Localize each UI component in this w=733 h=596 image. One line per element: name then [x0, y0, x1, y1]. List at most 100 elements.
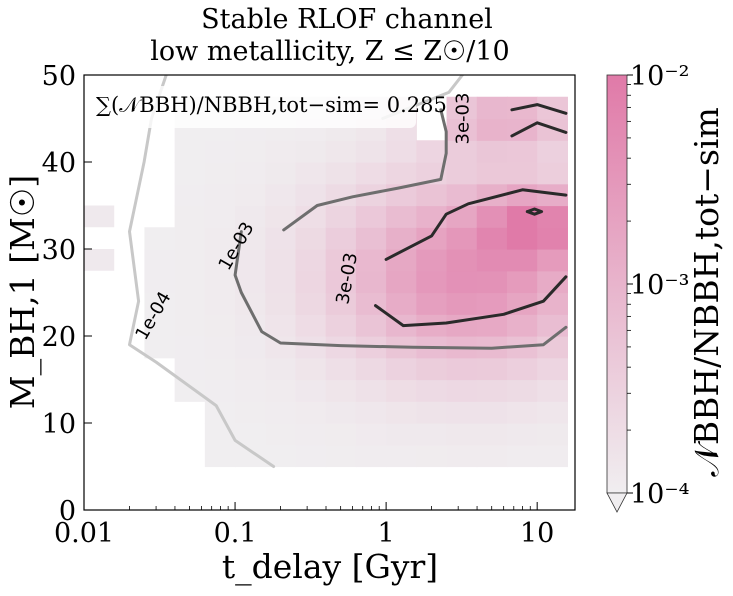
heatmap-cell [416, 401, 448, 424]
colorbar-label: 𝒩BBH/NBBH,tot−sim [687, 107, 726, 476]
heatmap-cell [235, 314, 266, 337]
heatmap-cell [476, 292, 508, 315]
heatmap-cell [355, 249, 387, 272]
heatmap-cell [476, 249, 508, 272]
heatmap-cell [235, 423, 266, 446]
heatmap-cell [295, 162, 327, 185]
heatmap-cell [446, 379, 478, 402]
heatmap-cell [235, 140, 266, 163]
heatmap-cell [235, 249, 266, 272]
heatmap-cell [355, 357, 387, 381]
heatmap-cell [174, 270, 206, 294]
heatmap-cell [537, 314, 568, 337]
contour-line [282, 108, 448, 232]
heatmap-cell [506, 379, 538, 402]
heatmap-cell [446, 444, 478, 468]
heatmap-cell [446, 401, 478, 424]
heatmap-cell [386, 444, 417, 468]
heatmap-cell [325, 249, 357, 272]
heatmap-cell [446, 292, 478, 315]
heatmap-cell [506, 140, 538, 163]
heatmap-cell [174, 314, 206, 337]
heatmap-cell [355, 140, 387, 163]
heatmap-cell [446, 270, 478, 294]
heatmap-cell [416, 292, 448, 315]
heatmap-cell [506, 249, 538, 272]
heatmap-cell [174, 205, 206, 228]
heatmap-cell [506, 162, 538, 185]
heatmap-cell [355, 270, 387, 294]
heatmap-cell [537, 444, 568, 468]
heatmap-cell [537, 118, 568, 141]
colorbar-ticks: 10⁻² 10⁻³ 10⁻⁴ [627, 61, 689, 510]
heatmap-cell [476, 118, 508, 141]
heatmap-cell [295, 205, 327, 228]
heatmap-cell [476, 444, 508, 468]
heatmap-cell [204, 140, 236, 163]
heatmap-cell [386, 357, 417, 381]
heatmap-cell [265, 140, 297, 163]
heatmap-cell [295, 292, 327, 315]
heatmap-cell [144, 270, 176, 294]
heatmap-cell [235, 401, 266, 424]
y-tick-label: 50 [42, 61, 76, 92]
x-axis-label: t_delay [Gyr] [222, 547, 438, 587]
heatmap-cell [416, 357, 448, 381]
heatmap-cell [174, 140, 206, 163]
heatmap-cell [174, 183, 206, 207]
heatmap-cell [204, 162, 236, 185]
heatmap-cell [204, 270, 236, 294]
heatmap-cell [355, 401, 387, 424]
heatmap-cell [416, 444, 448, 468]
heatmap-cell [204, 336, 236, 359]
y-tick-label: 10 [42, 409, 76, 440]
heatmap-cell [235, 227, 266, 250]
heatmap-cell [265, 314, 297, 337]
heatmap-cell [295, 183, 327, 207]
heatmap-cell [386, 270, 417, 294]
heatmap-cell [295, 336, 327, 359]
heatmap-cell [204, 357, 236, 381]
heatmap-cell [416, 423, 448, 446]
heatmap-cell [355, 162, 387, 185]
heatmap-cell [325, 292, 357, 315]
x-tick-label: 0.01 [54, 518, 114, 549]
colorbar-extend-min [606, 492, 628, 513]
heatmap-cell [265, 292, 297, 315]
heatmap-cell [537, 336, 568, 359]
heatmap-cell [265, 227, 297, 250]
heatmap-cell [476, 357, 508, 381]
contour-line [233, 230, 568, 350]
heatmap-cell [84, 249, 115, 271]
heatmap-cell [355, 205, 387, 228]
heatmap-cell [386, 401, 417, 424]
y-tick-label: 30 [42, 235, 76, 266]
heatmap-cell [325, 444, 357, 468]
x-axis-ticks: 0.01 0.1 1 10 [54, 502, 554, 549]
heatmap-cell [84, 205, 115, 228]
heatmap-cell [204, 314, 236, 337]
heatmap-cell [265, 423, 297, 446]
heatmap-cells [84, 96, 568, 468]
heatmap-cell [174, 162, 206, 185]
heatmap-cell [476, 314, 508, 337]
heatmap-cell [537, 357, 568, 381]
heatmap-cell [446, 162, 478, 185]
heatmap-cell [386, 292, 417, 315]
heatmap-cell [476, 401, 508, 424]
contour-line [510, 103, 568, 115]
x-tick-label: 10 [520, 518, 554, 549]
heatmap-cell [446, 357, 478, 381]
heatmap-cell [174, 336, 206, 359]
heatmap-cell [204, 227, 236, 250]
heatmap-cell [204, 205, 236, 228]
heatmap-cell [174, 249, 206, 272]
y-tick-label: 40 [42, 148, 76, 179]
heatmap-cell [416, 270, 448, 294]
heatmap-cell [235, 444, 266, 468]
heatmap-cell [265, 270, 297, 294]
contour-lines [128, 75, 568, 468]
heatmap-cell [204, 444, 236, 468]
